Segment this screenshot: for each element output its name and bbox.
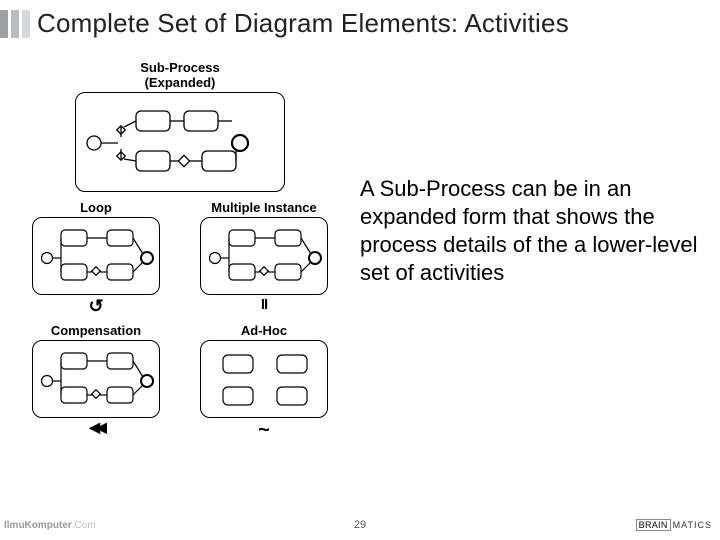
content-area: Sub-Process (Expanded)	[20, 60, 700, 510]
accent-bar-2	[11, 10, 19, 38]
adhoc-marker: ~	[258, 420, 270, 440]
footer-brand-grey: .Com	[72, 520, 96, 531]
multi-instance-marker: II	[261, 297, 267, 312]
footer-left: IlmuKomputer.Com	[0, 520, 96, 531]
page-number: 29	[354, 519, 366, 531]
diagram-row-3: Compensation	[20, 323, 340, 440]
subprocess-mini-flow	[76, 93, 286, 193]
loop-box	[32, 217, 160, 295]
multi-instance-cell: Multiple Instance	[188, 200, 340, 315]
multi-instance-mini-flow	[201, 218, 329, 296]
subprocess-label: Sub-Process (Expanded)	[20, 60, 340, 90]
compensation-marker: ◀◀	[89, 420, 103, 434]
title-bar: Complete Set of Diagram Elements: Activi…	[0, 8, 720, 39]
accent-bar-3	[22, 10, 30, 38]
loop-label: Loop	[80, 200, 112, 215]
compensation-cell: Compensation	[20, 323, 172, 440]
subprocess-label-1: Sub-Process	[140, 60, 219, 75]
footer-logo-box: BRAIN	[636, 519, 671, 531]
compensation-mini-flow	[33, 341, 161, 419]
multi-instance-box	[200, 217, 328, 295]
footer-right: BRAINMATICS	[636, 519, 712, 531]
diagram-column: Sub-Process (Expanded)	[20, 60, 340, 510]
adhoc-cell: Ad-Hoc ~	[188, 323, 340, 440]
loop-cell: Loop	[20, 200, 172, 315]
description-column: A Sub-Process can be in an expanded form…	[340, 60, 700, 510]
adhoc-box	[200, 340, 328, 418]
loop-mini-flow	[33, 218, 161, 296]
page-title: Complete Set of Diagram Elements: Activi…	[37, 8, 569, 39]
loop-marker: ↺	[88, 297, 103, 315]
adhoc-mini-flow	[201, 341, 329, 419]
description-text: A Sub-Process can be in an expanded form…	[360, 175, 700, 288]
accent-bar-1	[0, 10, 8, 38]
subprocess-expanded-box	[75, 92, 285, 192]
diagram-row-2: Loop	[20, 200, 340, 315]
multi-instance-label: Multiple Instance	[211, 200, 316, 215]
adhoc-label: Ad-Hoc	[241, 323, 287, 338]
footer-logo-rest: MATICS	[673, 520, 712, 530]
subprocess-label-2: (Expanded)	[145, 75, 216, 90]
footer: IlmuKomputer.Com 29 BRAINMATICS	[0, 516, 720, 534]
compensation-box	[32, 340, 160, 418]
compensation-label: Compensation	[51, 323, 141, 338]
footer-brand-bold: IlmuKomputer	[4, 520, 72, 531]
